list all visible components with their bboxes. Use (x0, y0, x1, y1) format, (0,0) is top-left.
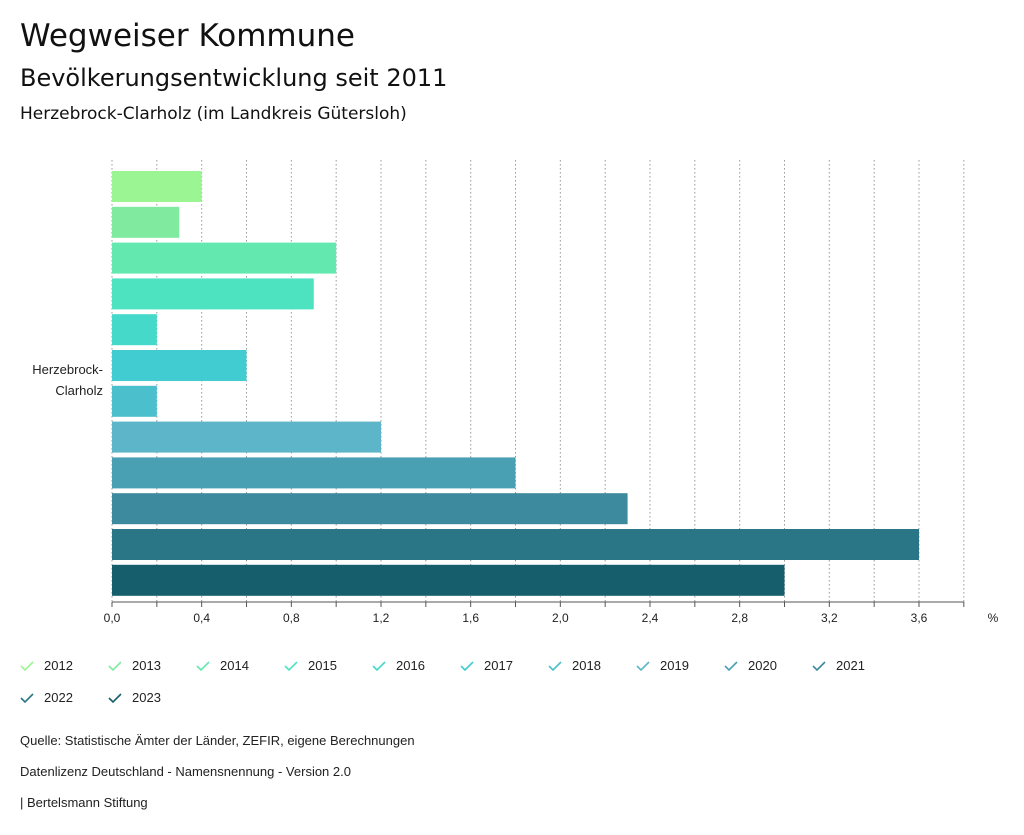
x-tick-label: 3,2 (821, 611, 838, 625)
bar-2012 (112, 171, 202, 202)
x-tick-label: 2,0 (552, 611, 569, 625)
region-label: Herzebrock-Clarholz (im Landkreis Güters… (20, 104, 407, 124)
bar-2013 (112, 206, 180, 238)
checkmark-icon (636, 660, 650, 671)
legend-item-2023[interactable]: 2023 (108, 690, 161, 705)
x-tick-label: 1,2 (373, 611, 390, 625)
bar-2016 (112, 314, 157, 346)
legend-label: 2023 (132, 690, 161, 705)
legend-item-2012[interactable]: 2012 (20, 658, 73, 673)
bar-2020 (112, 457, 516, 489)
x-tick-label: 0,4 (193, 611, 210, 625)
bar-2017 (112, 350, 247, 381)
checkmark-icon (108, 660, 122, 671)
bar-2019 (112, 421, 381, 453)
checkmark-icon (284, 660, 298, 671)
legend-label: 2021 (836, 658, 865, 673)
license-note: Datenlizenz Deutschland - Namensnennung … (20, 764, 351, 779)
x-tick-label: 3,6 (911, 611, 928, 625)
legend-label: 2014 (220, 658, 249, 673)
checkmark-icon (460, 660, 474, 671)
legend-item-2019[interactable]: 2019 (636, 658, 689, 673)
x-tick-label: 0,0 (104, 611, 121, 625)
legend-item-2014[interactable]: 2014 (196, 658, 249, 673)
bar-2022 (112, 529, 919, 560)
legend-label: 2016 (396, 658, 425, 673)
legend-label: 2013 (132, 658, 161, 673)
checkmark-icon (108, 692, 122, 703)
bar-2014 (112, 242, 337, 274)
legend-item-2021[interactable]: 2021 (812, 658, 865, 673)
x-unit-label: % (988, 611, 999, 625)
x-tick-label: 1,6 (462, 611, 479, 625)
checkmark-icon (724, 660, 738, 671)
x-tick-label: 0,8 (283, 611, 300, 625)
bar-2018 (112, 385, 157, 417)
legend-label: 2020 (748, 658, 777, 673)
bar-2015 (112, 278, 314, 310)
x-tick-label: 2,8 (731, 611, 748, 625)
legend-item-2017[interactable]: 2017 (460, 658, 513, 673)
bar-2023 (112, 564, 785, 596)
legend-label: 2019 (660, 658, 689, 673)
source-note: Quelle: Statistische Ämter der Länder, Z… (20, 733, 415, 748)
legend-label: 2022 (44, 690, 73, 705)
chart-subtitle: Bevölkerungsentwicklung seit 2011 (20, 64, 448, 92)
legend-item-2020[interactable]: 2020 (724, 658, 777, 673)
legend-label: 2015 (308, 658, 337, 673)
checkmark-icon (372, 660, 386, 671)
legend-label: 2018 (572, 658, 601, 673)
legend-item-2016[interactable]: 2016 (372, 658, 425, 673)
x-tick-label: 2,4 (642, 611, 659, 625)
legend-label: 2017 (484, 658, 513, 673)
publisher-note: | Bertelsmann Stiftung (20, 795, 148, 810)
legend-item-2018[interactable]: 2018 (548, 658, 601, 673)
bar-chart: 0,0 0,4 0,8 1,2 1,6 2,0 2,4 2,8 3,2 3,6 % Herzebroc… (32, 160, 999, 625)
legend-item-2015[interactable]: 2015 (284, 658, 337, 673)
checkmark-icon (548, 660, 562, 671)
checkmark-icon (20, 692, 34, 703)
legend-item-2022[interactable]: 2022 (20, 690, 73, 705)
bar-2021 (112, 493, 628, 525)
legend-label: 2012 (44, 658, 73, 673)
checkmark-icon (196, 660, 210, 671)
y-category-label: Clarholz (55, 383, 103, 398)
checkmark-icon (812, 660, 826, 671)
page-title: Wegweiser Kommune (20, 18, 355, 54)
checkmark-icon (20, 660, 34, 671)
legend-item-2013[interactable]: 2013 (108, 658, 161, 673)
y-category-label: Herzebrock- (32, 362, 103, 377)
